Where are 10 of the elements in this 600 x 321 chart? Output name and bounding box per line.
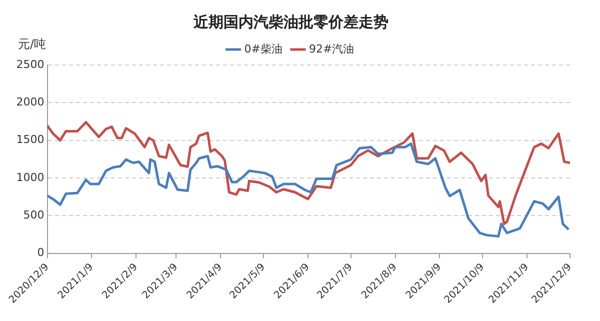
y-tick-label: 2000: [16, 96, 44, 109]
y-tick-label: 1500: [16, 133, 44, 146]
y-tick-label: 0: [37, 246, 44, 260]
y-tick-label: 1000: [16, 170, 44, 184]
legend-label: 0#柴油: [244, 42, 283, 56]
chart-title: 近期国内汽柴油批零价差走势: [192, 12, 388, 31]
y-tick-label: 500: [23, 208, 44, 222]
legend-label: 92#汽油: [309, 42, 354, 56]
y-tick-label: 2500: [16, 58, 44, 71]
y-axis-title: 元/吨: [18, 37, 46, 52]
